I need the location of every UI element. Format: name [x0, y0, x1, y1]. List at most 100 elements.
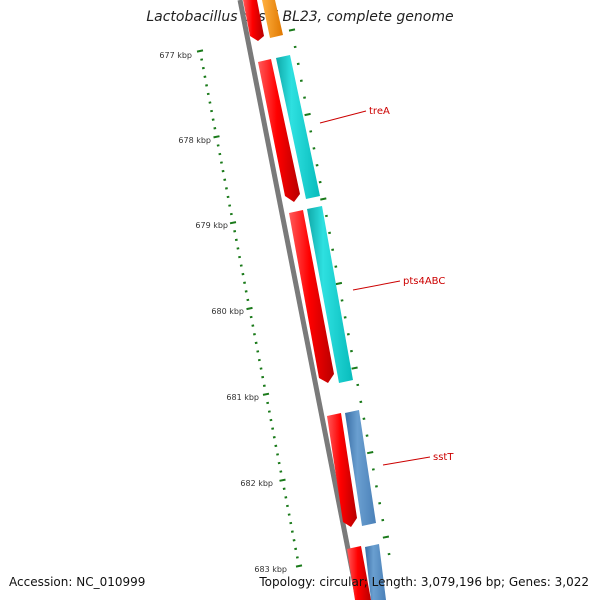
gene-feature-top-orange[interactable] [262, 0, 283, 38]
genome-backbone [237, 0, 361, 600]
kbp-label-680: 680 kbp [211, 307, 244, 316]
ruler-inner-minor-tick [328, 231, 331, 235]
ruler-inner-minor-tick [309, 130, 313, 133]
gene-label-pts4ABC[interactable]: pts4ABC [403, 276, 445, 287]
ruler-outer-minor-tick [277, 461, 281, 465]
ruler-inner-minor-tick [359, 400, 363, 404]
ruler-outer-minor-tick [200, 58, 204, 61]
gene-feature-sstT-red[interactable] [327, 413, 357, 527]
ruler-outer-minor-tick [259, 367, 263, 370]
ruler-outer-minor-tick [256, 350, 260, 353]
accession-label: Accession: NC_010999 [9, 575, 146, 589]
ruler-inner-minor-tick [378, 502, 382, 505]
gene-feature-pts4ABC-cyan[interactable] [307, 206, 353, 383]
ruler-inner-minor-tick [312, 147, 316, 150]
ruler-outer-minor-tick [276, 453, 279, 456]
ruler-inner-minor-tick [350, 349, 353, 353]
ruler-outer-minor-tick [208, 101, 212, 104]
ruler-outer-minor-tick [233, 230, 237, 233]
ruler-outer-minor-tick [272, 436, 276, 439]
genome-stats: Topology: circular; Length: 3,079,196 bp… [259, 575, 589, 589]
ruler-outer-minor-tick [254, 341, 258, 345]
ruler-inner-minor-tick [362, 417, 366, 420]
callout-line-sstT [382, 456, 431, 466]
ruler-inner-major-tick [320, 197, 327, 201]
ruler-outer-minor-tick [289, 521, 293, 525]
kbp-label-679: 679 kbp [195, 221, 228, 230]
ruler-inner-minor-tick [371, 468, 375, 471]
ruler-outer-major-tick [295, 564, 303, 568]
ruler-inner-minor-tick [381, 518, 385, 522]
ruler-inner-minor-tick [340, 299, 344, 302]
ruler-outer-minor-tick [294, 547, 298, 551]
ruler-inner-minor-tick [299, 79, 303, 82]
ruler-outer-minor-tick [246, 298, 250, 302]
ruler-inner-minor-tick [343, 316, 347, 319]
ruler-outer [196, 49, 303, 568]
ruler-outer-major-tick [229, 221, 237, 225]
ruler-outer-minor-tick [221, 169, 225, 173]
genome-title: Lactobacillus casei BL23, complete genom… [146, 9, 454, 25]
gene-feature-bottom-blue[interactable] [365, 544, 386, 600]
ruler-outer-minor-tick [223, 178, 227, 181]
ruler-inner-minor-tick [331, 248, 335, 251]
ruler-inner-minor-tick [318, 180, 322, 184]
gene-feature-bottom-red[interactable] [347, 546, 371, 600]
ruler-inner-major-tick [288, 28, 296, 32]
ruler-inner-minor-tick [303, 96, 306, 99]
ruler-outer-minor-tick [206, 92, 210, 96]
gene-label-treA[interactable]: treA [369, 106, 390, 117]
ruler-outer-major-tick [213, 135, 220, 139]
ruler-outer-minor-tick [234, 238, 238, 242]
ruler-inner-major-tick [304, 112, 311, 117]
ruler-outer-minor-tick [239, 264, 243, 267]
ruler-outer-minor-tick [253, 333, 256, 336]
gene-feature-treA-cyan[interactable] [276, 55, 320, 199]
ruler-inner-minor-tick [356, 383, 360, 387]
ruler-outer-minor-tick [238, 255, 241, 259]
ruler-outer-minor-tick [266, 401, 270, 405]
reverse-strand-genes [243, 0, 371, 600]
ruler-outer-minor-tick [262, 384, 266, 387]
ruler-outer-minor-tick [267, 410, 271, 413]
ruler-outer-major-tick [279, 478, 286, 482]
ruler-outer-minor-tick [218, 152, 222, 156]
ruler-outer-minor-tick [295, 556, 299, 559]
ruler-inner-minor-tick [325, 214, 328, 218]
gene-feature-pts4ABC-red[interactable] [289, 210, 334, 383]
ruler-outer-minor-tick [228, 204, 232, 207]
gene-callouts: treA pts4ABC sstT [319, 106, 454, 466]
ruler-outer-minor-tick [287, 513, 291, 516]
gene-label-sstT[interactable]: sstT [433, 452, 454, 463]
ruler-inner-minor-tick [315, 164, 319, 167]
gene-feature-treA[interactable] [258, 59, 300, 202]
ruler-outer-major-tick [196, 49, 204, 53]
ruler-outer-minor-tick [257, 358, 261, 362]
ruler-outer-minor-tick [225, 187, 228, 190]
ruler-outer-minor-tick [271, 427, 275, 430]
ruler-inner [288, 28, 391, 556]
ruler-outer-major-tick [262, 392, 270, 396]
ruler-outer-minor-tick [292, 539, 296, 542]
ruler-inner-minor-tick [387, 552, 391, 556]
ruler-inner-minor-tick [346, 333, 350, 336]
ruler-outer-minor-tick [269, 418, 273, 422]
ruler-outer-minor-tick [203, 75, 207, 78]
kbp-label-678: 678 kbp [178, 136, 211, 145]
ruler-inner-major-tick [351, 366, 358, 370]
ruler-outer-minor-tick [216, 144, 220, 147]
ruler-inner-major-tick [335, 281, 343, 286]
ruler-inner-minor-tick [296, 62, 300, 66]
gene-feature-sstT-blue[interactable] [345, 410, 376, 526]
ruler-outer-minor-tick [229, 212, 233, 216]
ruler-outer-minor-tick [279, 470, 283, 473]
ruler-outer-minor-tick [201, 66, 205, 70]
gene-feature-top-red[interactable] [243, 0, 264, 41]
callout-line-pts4ABC [352, 280, 401, 291]
ruler-outer-minor-tick [205, 84, 208, 87]
ruler-outer-minor-tick [211, 118, 215, 121]
ruler-outer-minor-tick [261, 375, 265, 379]
ruler-outer-minor-tick [244, 290, 248, 293]
